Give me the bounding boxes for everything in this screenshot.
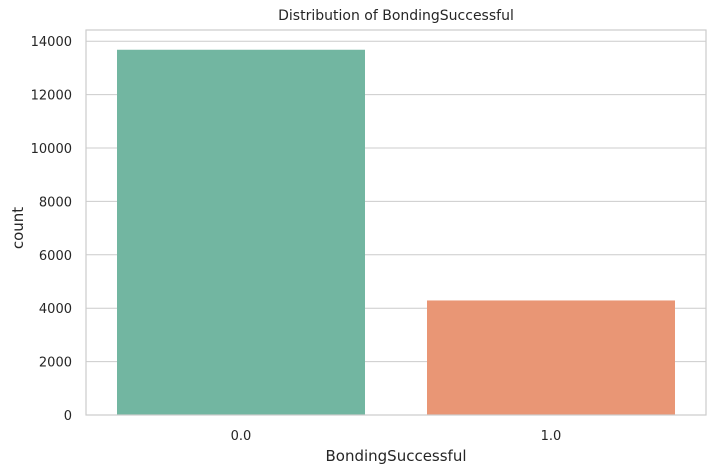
bars: [117, 49, 675, 415]
plot-border: [85, 29, 707, 416]
y-tick-labels: 0 2000 4000 6000 8000 10000 12000 14000: [31, 35, 72, 424]
y-tick-label-0: 0: [64, 409, 72, 424]
x-axis-title: BondingSuccessful: [325, 447, 466, 465]
bar-1-0: [427, 300, 675, 415]
plot-frame: [85, 29, 707, 416]
x-tick-label-0: 0.0: [231, 429, 252, 444]
y-tick-label-3: 6000: [39, 249, 72, 264]
y-tick-label-1: 2000: [39, 356, 72, 371]
chart-title: Distribution of BondingSuccessful: [278, 8, 514, 24]
y-tick-label-4: 8000: [39, 195, 72, 210]
bar-0-0: [117, 49, 365, 415]
x-tick-labels: 0.0 1.0: [231, 429, 562, 444]
y-tick-label-7: 14000: [31, 35, 72, 50]
y-tick-label-2: 4000: [39, 302, 72, 317]
y-tick-label-5: 10000: [31, 142, 72, 157]
x-tick-label-1: 1.0: [541, 429, 562, 444]
y-tick-label-6: 12000: [31, 89, 72, 104]
y-axis-title: count: [9, 207, 27, 249]
